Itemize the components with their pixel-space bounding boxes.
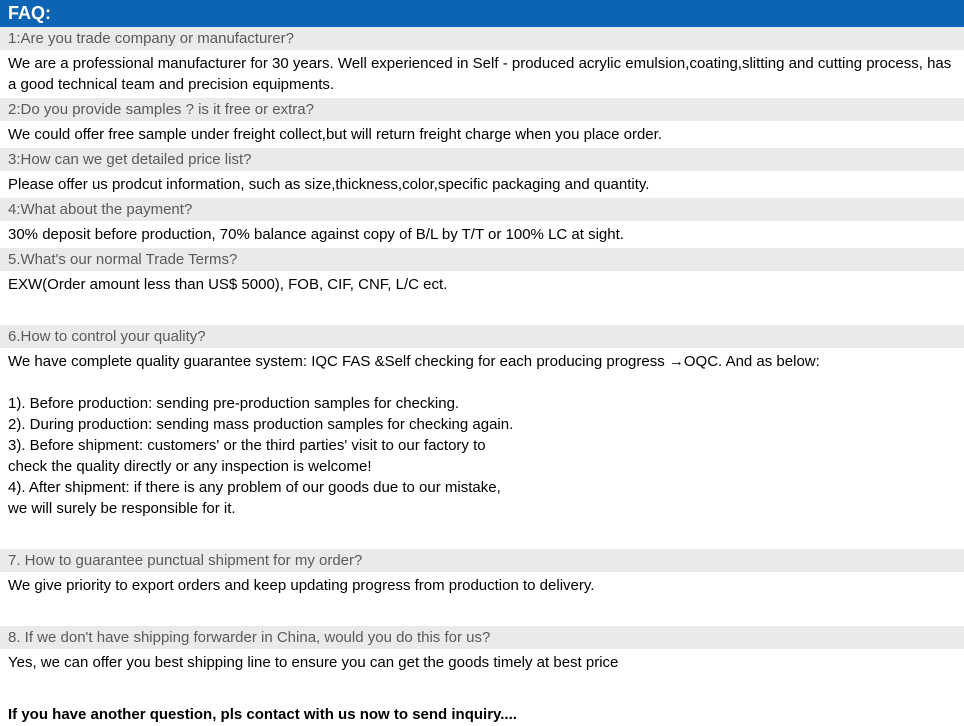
faq-question-8: 8. If we don't have shipping forwarder i…: [0, 626, 964, 649]
faq-question-2: 2:Do you provide samples ? is it free or…: [0, 98, 964, 121]
faq-question-5: 5.What's our normal Trade Terms?: [0, 248, 964, 271]
faq-spacer-5: [0, 298, 964, 325]
faq-answer-5: EXW(Order amount less than US$ 5000), FO…: [0, 271, 964, 298]
faq-closing: If you have another question, pls contac…: [0, 703, 964, 726]
faq-answer-4: 30% deposit before production, 70% balan…: [0, 221, 964, 248]
faq-answer-8: Yes, we can offer you best shipping line…: [0, 649, 964, 676]
faq-answer-2: We could offer free sample under freight…: [0, 121, 964, 148]
faq-spacer-6: [0, 522, 964, 549]
faq-answer-7: We give priority to export orders and ke…: [0, 572, 964, 599]
faq-question-3: 3:How can we get detailed price list?: [0, 148, 964, 171]
faq-answer-6: We have complete quality guarantee syste…: [0, 348, 964, 522]
faq-question-7: 7. How to guarantee punctual shipment fo…: [0, 549, 964, 572]
faq-question-1: 1:Are you trade company or manufacturer?: [0, 27, 964, 50]
faq-answer-1: We are a professional manufacturer for 3…: [0, 50, 964, 98]
faq-spacer-7: [0, 599, 964, 626]
faq-question-6: 6.How to control your quality?: [0, 325, 964, 348]
faq-answer-3: Please offer us prodcut information, suc…: [0, 171, 964, 198]
faq-title: FAQ:: [0, 0, 964, 27]
faq-spacer-8: [0, 676, 964, 703]
faq-question-4: 4:What about the payment?: [0, 198, 964, 221]
